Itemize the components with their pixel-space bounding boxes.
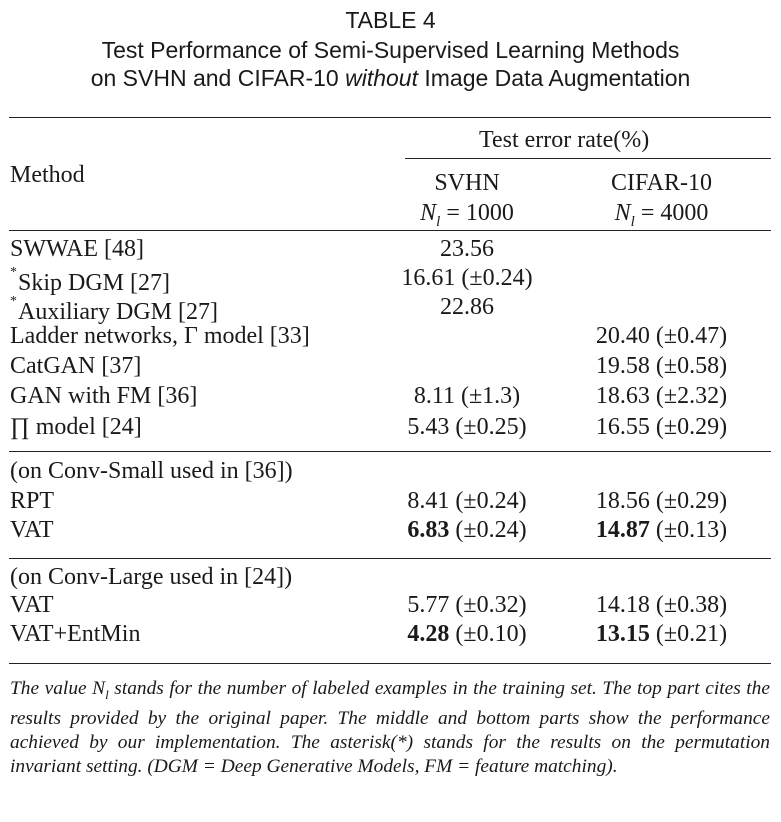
method-cell: SWWAE [48]	[10, 235, 144, 263]
table-title-line-1: Test Performance of Semi-Supervised Lear…	[101, 37, 680, 63]
svhn-cell: 5.77 (±0.32)	[395, 591, 539, 619]
cifar-cell: 18.56 (±0.29)	[584, 487, 739, 515]
svhn-nl-value: = 1000	[446, 200, 514, 226]
group-rule	[405, 158, 771, 159]
header-rule	[9, 230, 771, 231]
n-symbol: N	[614, 200, 631, 226]
title-text-emphasis: without	[345, 65, 418, 91]
section-title: (on Conv-Large used in [24])	[10, 564, 293, 590]
asterisk-mark: *	[10, 265, 17, 280]
section-rule-2	[9, 558, 771, 559]
n-subscript: l	[436, 213, 441, 230]
cifar-cell: 18.63 (±2.32)	[595, 383, 728, 409]
best-value: 14.87	[595, 517, 650, 543]
cifar-nl-value: = 4000	[640, 200, 709, 226]
method-cell: CatGAN [37]	[10, 352, 141, 380]
method-cell: *Skip DGM [27]	[10, 264, 170, 297]
group-header: Test error rate(%)	[479, 127, 650, 153]
best-value: 4.28	[407, 621, 450, 647]
value-text: 8.41 (±0.24)	[407, 488, 527, 514]
cifar-cell: 16.55 (±0.29)	[595, 414, 728, 440]
value-text: (±0.13)	[649, 517, 728, 543]
svhn-cell: 8.41 (±0.24)	[395, 487, 539, 515]
cifar-cell: 14.87 (±0.13)	[584, 516, 739, 544]
method-cell: Ladder networks, Γ model [33]	[10, 322, 310, 350]
note-pre: The value	[10, 678, 93, 699]
svhn-cell: 6.83 (±0.24)	[395, 516, 539, 544]
method-text: Ladder networks, Γ model [33]	[10, 323, 310, 349]
svhn-cell: 22.86	[440, 294, 494, 320]
method-text: Auxiliary DGM [27]	[18, 299, 218, 325]
n-subscript: l	[630, 213, 635, 230]
svhn-cell: 16.61 (±0.24)	[401, 265, 533, 291]
title-text-post: Image Data Augmentation	[417, 65, 691, 91]
method-text: Skip DGM [27]	[18, 270, 171, 296]
n-symbol: N	[420, 200, 437, 226]
table-footnote: The value Nl stands for the number of la…	[10, 677, 770, 779]
value-text: 18.56 (±0.29)	[595, 488, 728, 514]
method-text: ∏ model [24]	[10, 414, 142, 440]
method-cell: ∏ model [24]	[10, 413, 142, 441]
cifar-cell: 19.58 (±0.58)	[595, 353, 728, 379]
bottom-rule	[9, 663, 771, 664]
method-cell: RPT	[10, 488, 55, 514]
method-cell: *Auxiliary DGM [27]	[10, 293, 218, 326]
cifar-cell: 13.15 (±0.21)	[584, 620, 739, 648]
cifar-cell: 14.18 (±0.38)	[584, 591, 739, 619]
asterisk-mark: *	[10, 294, 17, 309]
method-cell: VAT	[10, 517, 54, 543]
cifar-nl-header: Nl = 4000	[584, 199, 739, 236]
value-text: (±0.21)	[649, 621, 728, 647]
cifar-header: CIFAR-10	[611, 170, 712, 196]
table-title-line-2: on SVHN and CIFAR-10 without Image Data …	[0, 64, 781, 92]
method-cell: GAN with FM [36]	[10, 382, 197, 410]
value-text: 5.77 (±0.32)	[407, 592, 527, 618]
svhn-cell: 5.43 (±0.25)	[407, 414, 527, 440]
table-label: TABLE 4	[345, 7, 436, 33]
best-value: 6.83	[407, 517, 450, 543]
method-header: Method	[10, 162, 85, 188]
method-cell: VAT	[10, 592, 54, 618]
top-rule	[9, 117, 771, 118]
value-text: (±0.10)	[449, 621, 527, 647]
note-symbol: N	[92, 678, 106, 699]
section-title: (on Conv-Small used in [36])	[10, 458, 293, 484]
title-text-pre: on SVHN and CIFAR-10	[90, 65, 346, 91]
method-text: GAN with FM [36]	[10, 383, 198, 409]
method-cell: VAT+EntMin	[10, 621, 141, 647]
method-text: CatGAN [37]	[10, 353, 142, 379]
svhn-cell: 23.56	[440, 236, 494, 262]
svhn-cell: 4.28 (±0.10)	[395, 620, 539, 648]
method-text: SWWAE [48]	[10, 236, 144, 262]
svhn-cell: 8.11 (±1.3)	[413, 383, 521, 409]
svhn-header: SVHN	[434, 170, 500, 196]
note-subscript: l	[105, 686, 109, 702]
svhn-nl-header: Nl = 1000	[395, 199, 539, 236]
section-rule-1	[9, 451, 771, 452]
best-value: 13.15	[595, 621, 650, 647]
value-text: (±0.24)	[449, 517, 527, 543]
note-text: stands for the number of labeled example…	[10, 678, 770, 777]
cifar-cell: 20.40 (±0.47)	[595, 323, 728, 349]
value-text: 14.18 (±0.38)	[595, 592, 728, 618]
